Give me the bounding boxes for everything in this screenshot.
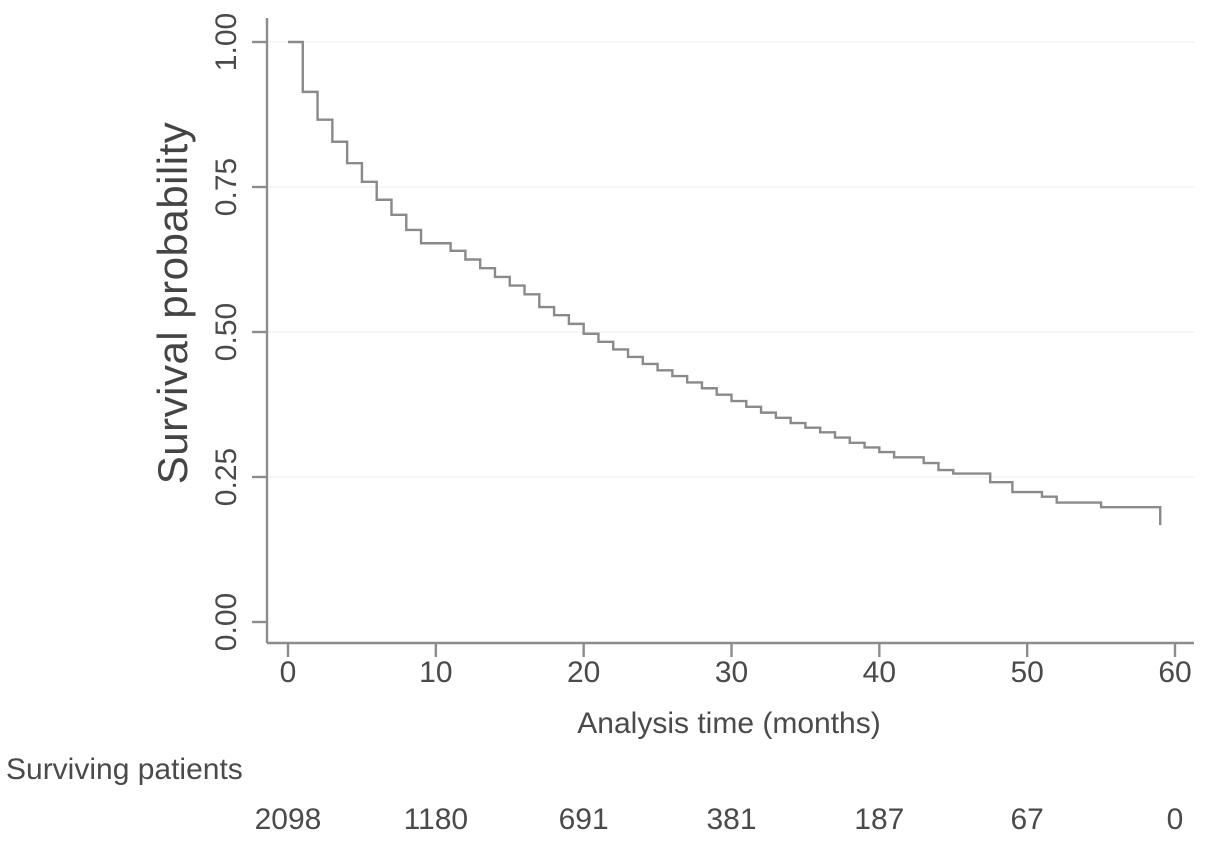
y-tick-label: 0.75: [210, 157, 243, 217]
x-tick-label: 40: [862, 656, 897, 689]
x-tick-label: 60: [1158, 656, 1192, 689]
x-tick-label: 0: [279, 656, 297, 689]
x-tick-label: 10: [419, 656, 453, 689]
y-tick-label: 0.00: [210, 592, 243, 652]
risk-table-label: Surviving patients: [6, 753, 243, 786]
y-tick-label: 1.00: [210, 12, 243, 72]
risk-count: 691: [558, 803, 609, 836]
x-tick-label: 20: [566, 656, 601, 689]
y-tick-label: 0.50: [210, 302, 243, 362]
risk-count: 381: [706, 803, 757, 836]
y-axis-title: Survival probability: [149, 121, 196, 485]
risk-count: 1180: [403, 803, 469, 836]
risk-count: 0: [1166, 803, 1184, 836]
risk-count: 187: [854, 803, 905, 836]
x-tick-label: 50: [1010, 656, 1044, 689]
x-axis-title: Analysis time (months): [577, 707, 881, 740]
survival-curve: [288, 40, 1162, 526]
risk-count: 2098: [254, 803, 322, 836]
x-tick-label: 30: [714, 656, 749, 689]
risk-count: 67: [1010, 803, 1044, 836]
y-tick-label: 0.25: [210, 447, 243, 507]
